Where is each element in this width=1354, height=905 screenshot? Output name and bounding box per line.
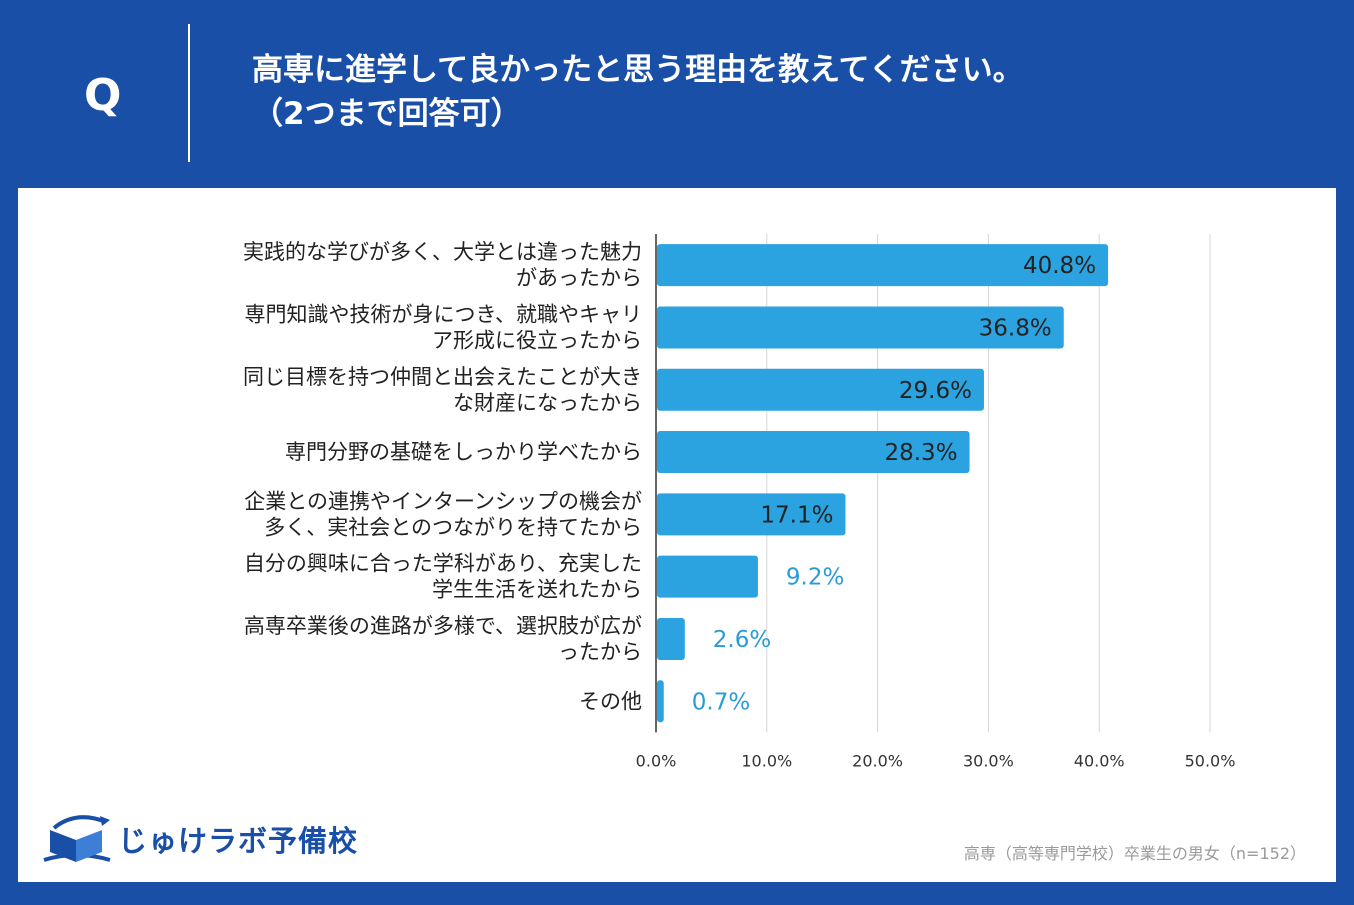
bar xyxy=(657,617,685,660)
data-label: 36.8% xyxy=(979,315,1052,341)
bar xyxy=(657,244,1109,287)
bar xyxy=(657,555,758,598)
question-title: 高専に進学して良かったと思う理由を教えてください。 （2つまで回答可） xyxy=(252,48,1312,136)
x-tick-label: 10.0% xyxy=(741,751,792,770)
category-label: 学生生活を送れたから xyxy=(432,578,642,602)
x-tick-label: 30.0% xyxy=(963,751,1014,770)
data-label: 17.1% xyxy=(760,502,833,528)
bar xyxy=(657,680,664,723)
x-tick-label: 0.0% xyxy=(636,751,677,770)
category-label: な財産になったから xyxy=(453,391,642,415)
sample-footnote: 高専（高等専門学校）卒業生の男女（n=152） xyxy=(963,844,1306,863)
category-label: があったから xyxy=(516,266,642,290)
category-label: 多く、実社会とのつながりを持てたから xyxy=(264,515,642,539)
q-label: Q xyxy=(84,70,122,121)
data-label: 9.2% xyxy=(786,565,844,591)
header-divider xyxy=(188,24,190,162)
category-label: 専門分野の基礎をしっかり学べたから xyxy=(285,440,642,464)
data-label: 0.7% xyxy=(692,689,750,715)
category-label: 自分の興味に合った学科があり、充実した xyxy=(244,552,642,576)
chart-panel: 0.0% 10.0% 20.0% 30.0% 40.0% 50.0% 40.8% 実践的な学び… xyxy=(18,188,1336,882)
x-tick-label: 20.0% xyxy=(852,751,903,770)
bar xyxy=(657,368,984,411)
x-tick-label: 50.0% xyxy=(1185,751,1236,770)
book-logo-icon xyxy=(43,815,111,862)
brand-logo: じゅけラボ予備校 xyxy=(40,810,360,870)
header: Q 高専に進学して良かったと思う理由を教えてください。 （2つまで回答可） xyxy=(0,0,1354,188)
category-label: 同じ目標を持つ仲間と出会えたことが大き xyxy=(243,365,642,389)
category-label: ったから xyxy=(558,640,642,664)
category-label: 高専卒業後の進路が多様で、選択肢が広が xyxy=(244,614,642,638)
question-line-2: （2つまで回答可） xyxy=(252,96,522,132)
category-label: 企業との連携やインターンシップの機会が xyxy=(244,489,642,513)
data-label: 2.6% xyxy=(713,627,771,653)
bar-chart: 0.0% 10.0% 20.0% 30.0% 40.0% 50.0% 40.8% 実践的な学び… xyxy=(243,234,1236,770)
category-label: 実践的な学びが多く、大学とは違った魅力 xyxy=(243,240,642,264)
bar xyxy=(657,431,970,474)
category-label: 専門知識や技術が身につき、就職やキャリ xyxy=(244,302,642,326)
category-label: ア形成に役立ったから xyxy=(432,328,642,352)
data-label: 29.6% xyxy=(899,378,972,404)
bar xyxy=(657,306,1064,349)
x-tick-label: 40.0% xyxy=(1074,751,1125,770)
data-label: 40.8% xyxy=(1023,253,1096,279)
question-line-1: 高専に進学して良かったと思う理由を教えてください。 xyxy=(252,52,1024,88)
category-label: その他 xyxy=(579,689,642,713)
bar xyxy=(657,493,846,536)
brand-name: じゅけラボ予備校 xyxy=(118,824,359,858)
data-label: 28.3% xyxy=(884,440,957,466)
